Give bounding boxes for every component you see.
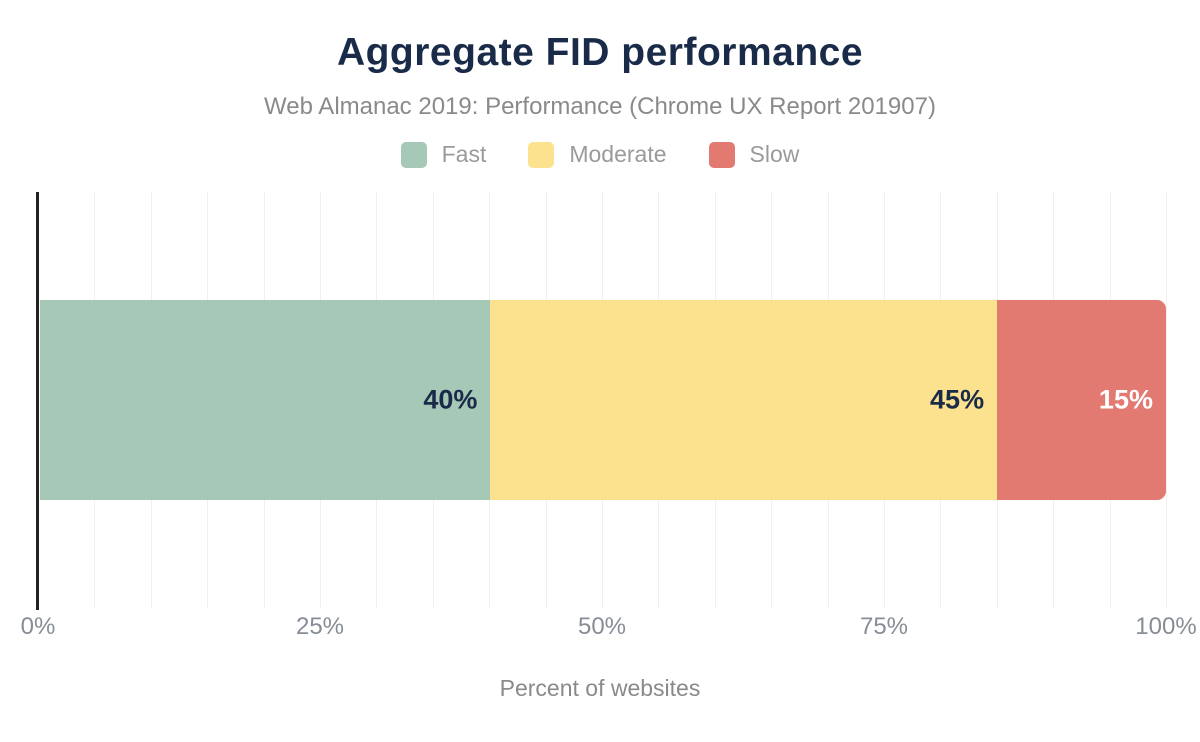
plot-area: 40% 45% 15% — [36, 192, 1167, 610]
legend-swatch-icon — [528, 141, 555, 168]
legend-label: Fast — [441, 141, 487, 167]
y-axis-line — [36, 192, 39, 610]
stacked-bar: 40% 45% 15% — [40, 300, 1166, 500]
bar-segment-moderate[interactable]: 45% — [490, 300, 998, 500]
chart-title: Aggregate FID performance — [336, 31, 864, 74]
bar-segment-value-label: 45% — [930, 384, 985, 415]
x-tick-label: 25% — [295, 613, 345, 640]
bar-segment-value-label: 15% — [1098, 384, 1153, 415]
bar-segment-fast[interactable]: 40% — [40, 300, 491, 500]
x-tick-label: 75% — [859, 613, 909, 640]
legend-label: Moderate — [569, 141, 667, 167]
x-tick-label: 50% — [577, 613, 627, 640]
x-tick-label: 100% — [1135, 613, 1197, 640]
legend-item-slow: Slow — [708, 141, 800, 168]
gridline — [1166, 192, 1167, 608]
legend-label: Slow — [749, 141, 800, 167]
legend-item-fast: Fast — [400, 141, 487, 168]
legend-swatch-icon — [708, 141, 735, 168]
chart-subtitle: Web Almanac 2019: Performance (Chrome UX… — [264, 93, 936, 120]
x-tick-label: 0% — [20, 613, 56, 640]
bar-segment-slow[interactable]: 15% — [997, 300, 1166, 500]
x-axis-title: Percent of websites — [499, 675, 701, 701]
legend-item-moderate: Moderate — [528, 141, 667, 168]
bar-segment-value-label: 40% — [423, 384, 478, 415]
x-axis-ticks: 0% 25% 50% 75% 100% — [21, 613, 1197, 645]
legend: Fast Moderate Slow — [0, 141, 1200, 168]
legend-swatch-icon — [400, 141, 427, 168]
